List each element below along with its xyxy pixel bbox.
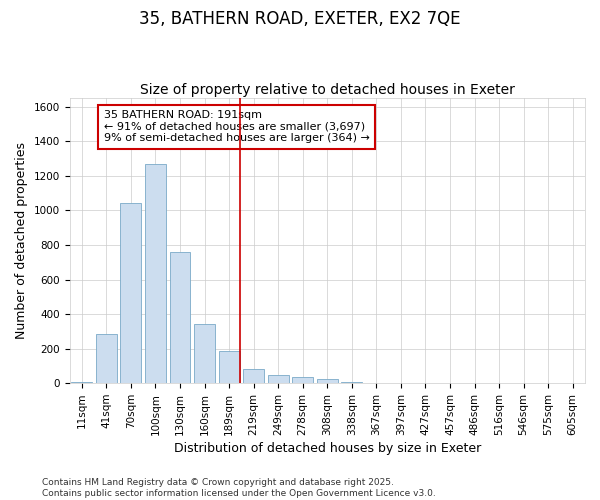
Bar [218, 351, 239, 383]
Bar [317, 380, 338, 383]
Bar [96, 334, 117, 383]
Title: Size of property relative to detached houses in Exeter: Size of property relative to detached ho… [140, 83, 515, 97]
Bar [366, 382, 387, 383]
Y-axis label: Number of detached properties: Number of detached properties [15, 142, 28, 339]
Bar [341, 382, 362, 383]
Bar [243, 370, 264, 383]
Bar [121, 202, 142, 383]
Bar [292, 377, 313, 383]
Bar [170, 252, 190, 383]
Bar [71, 382, 92, 383]
Bar [268, 375, 289, 383]
Text: Contains HM Land Registry data © Crown copyright and database right 2025.
Contai: Contains HM Land Registry data © Crown c… [42, 478, 436, 498]
Bar [145, 164, 166, 383]
Text: 35 BATHERN ROAD: 191sqm
← 91% of detached houses are smaller (3,697)
9% of semi-: 35 BATHERN ROAD: 191sqm ← 91% of detache… [104, 110, 370, 144]
Bar [194, 324, 215, 383]
Text: 35, BATHERN ROAD, EXETER, EX2 7QE: 35, BATHERN ROAD, EXETER, EX2 7QE [139, 10, 461, 28]
X-axis label: Distribution of detached houses by size in Exeter: Distribution of detached houses by size … [173, 442, 481, 455]
